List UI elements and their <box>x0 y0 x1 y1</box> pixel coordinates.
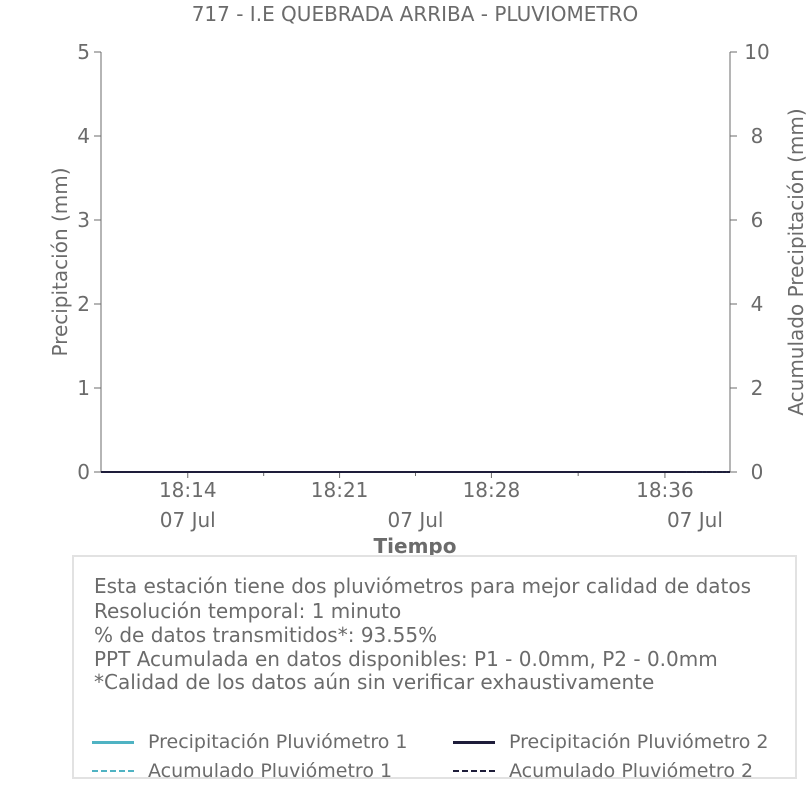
legend-swatch-p1 <box>92 740 134 744</box>
legend-swatch-acum2 <box>453 770 495 772</box>
legend-item-acum2[interactable]: Acumulado Pluviómetro 2 <box>453 759 753 783</box>
y2-tick-label: 8 <box>751 124 764 148</box>
x-tick-date-label: 07 Jul <box>388 508 444 532</box>
x-tick-label: 18:28 <box>463 478 521 502</box>
info-line-accumulated: PPT Acumulada en datos disponibles: P1 -… <box>94 647 718 671</box>
y-tick-label: 3 <box>77 208 90 232</box>
x-tick-date-label: 07 Jul <box>667 508 723 532</box>
y2-tick-label: 0 <box>751 460 764 484</box>
info-line-transmitted: % de datos transmitidos*: 93.55% <box>94 623 438 647</box>
y2-tick-label: 6 <box>751 208 764 232</box>
y-tick-label: 0 <box>77 460 90 484</box>
y2-axis-label: Acumulado Precipitación (mm) <box>784 108 806 415</box>
legend-label-p1: Precipitación Pluviómetro 1 <box>148 731 408 753</box>
chart-axes: 0 1 2 3 4 5 0 2 4 6 8 10 18:14 18:21 18:28 18:36 07 Jul 0… <box>77 40 769 532</box>
y-tick-label: 4 <box>77 124 90 148</box>
y-tick-label: 5 <box>77 40 90 64</box>
info-line-quality: *Calidad de los datos aún sin verificar … <box>94 670 655 694</box>
y-axis-label: Precipitación (mm) <box>48 167 72 356</box>
y-tick-label: 2 <box>77 292 90 316</box>
x-axis-label: Tiempo <box>374 534 457 556</box>
info-line-stations: Esta estación tiene dos pluviómetros par… <box>94 574 752 598</box>
legend-label-acum2: Acumulado Pluviómetro 2 <box>509 760 754 782</box>
chart-title: 717 - I.E QUEBRADA ARRIBA - PLUVIOMETRO <box>192 2 639 26</box>
legend-swatch-acum1 <box>92 770 134 772</box>
legend-item-acum1[interactable]: Acumulado Pluviómetro 1 <box>92 759 392 783</box>
y2-tick-label: 4 <box>751 292 764 316</box>
legend-item-p2[interactable]: Precipitación Pluviómetro 2 <box>453 730 769 754</box>
x-tick-label: 18:21 <box>311 478 369 502</box>
y2-tick-label: 2 <box>751 376 764 400</box>
y-tick-label: 1 <box>77 376 90 400</box>
x-tick-label: 18:14 <box>159 478 217 502</box>
y2-tick-label: 10 <box>744 40 769 64</box>
x-tick-date-label: 07 Jul <box>160 508 216 532</box>
x-tick-label: 18:36 <box>636 478 694 502</box>
legend-swatch-p2 <box>453 740 495 744</box>
legend-label-p2: Precipitación Pluviómetro 2 <box>509 731 769 753</box>
info-line-resolution: Resolución temporal: 1 minuto <box>94 599 402 623</box>
precipitation-chart: 717 - I.E QUEBRADA ARRIBA - PLUVIOMETRO … <box>48 2 806 556</box>
info-panel: Esta estación tiene dos pluviómetros par… <box>72 555 797 782</box>
legend-label-acum1: Acumulado Pluviómetro 1 <box>148 760 393 782</box>
legend-item-p1[interactable]: Precipitación Pluviómetro 1 <box>92 730 408 754</box>
